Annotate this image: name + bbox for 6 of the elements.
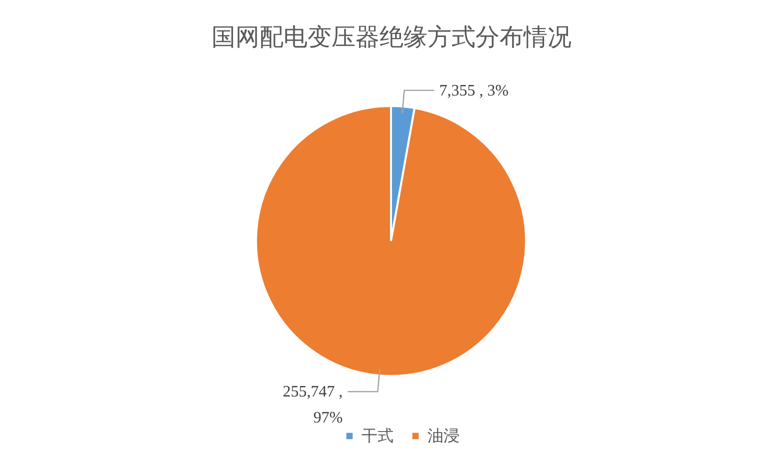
legend-label: 油浸 bbox=[428, 427, 460, 445]
legend-label: 干式 bbox=[362, 427, 394, 445]
chart-title: 国网配电变压器绝缘方式分布情况 bbox=[212, 24, 572, 51]
data-label: 7,355 , 3% bbox=[439, 82, 509, 100]
pie-slice bbox=[255, 105, 527, 377]
data-label: 255,747 , 97% bbox=[282, 384, 343, 427]
